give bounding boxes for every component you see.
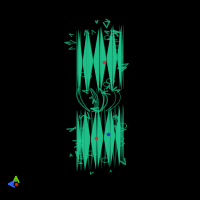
- Polygon shape: [91, 109, 102, 169]
- Polygon shape: [101, 27, 112, 91]
- Polygon shape: [113, 26, 121, 90]
- Polygon shape: [115, 105, 123, 165]
- Polygon shape: [97, 107, 110, 167]
- Polygon shape: [110, 106, 120, 166]
- Polygon shape: [76, 111, 81, 171]
- Polygon shape: [79, 30, 87, 94]
- Polygon shape: [118, 105, 124, 165]
- Polygon shape: [78, 30, 87, 94]
- Polygon shape: [100, 27, 113, 91]
- Polygon shape: [77, 111, 85, 171]
- Polygon shape: [77, 31, 81, 95]
- Polygon shape: [88, 29, 99, 93]
- Polygon shape: [104, 107, 115, 167]
- Polygon shape: [84, 109, 97, 169]
- Polygon shape: [87, 29, 100, 93]
- Polygon shape: [119, 25, 123, 89]
- Polygon shape: [112, 26, 122, 90]
- Polygon shape: [80, 110, 89, 170]
